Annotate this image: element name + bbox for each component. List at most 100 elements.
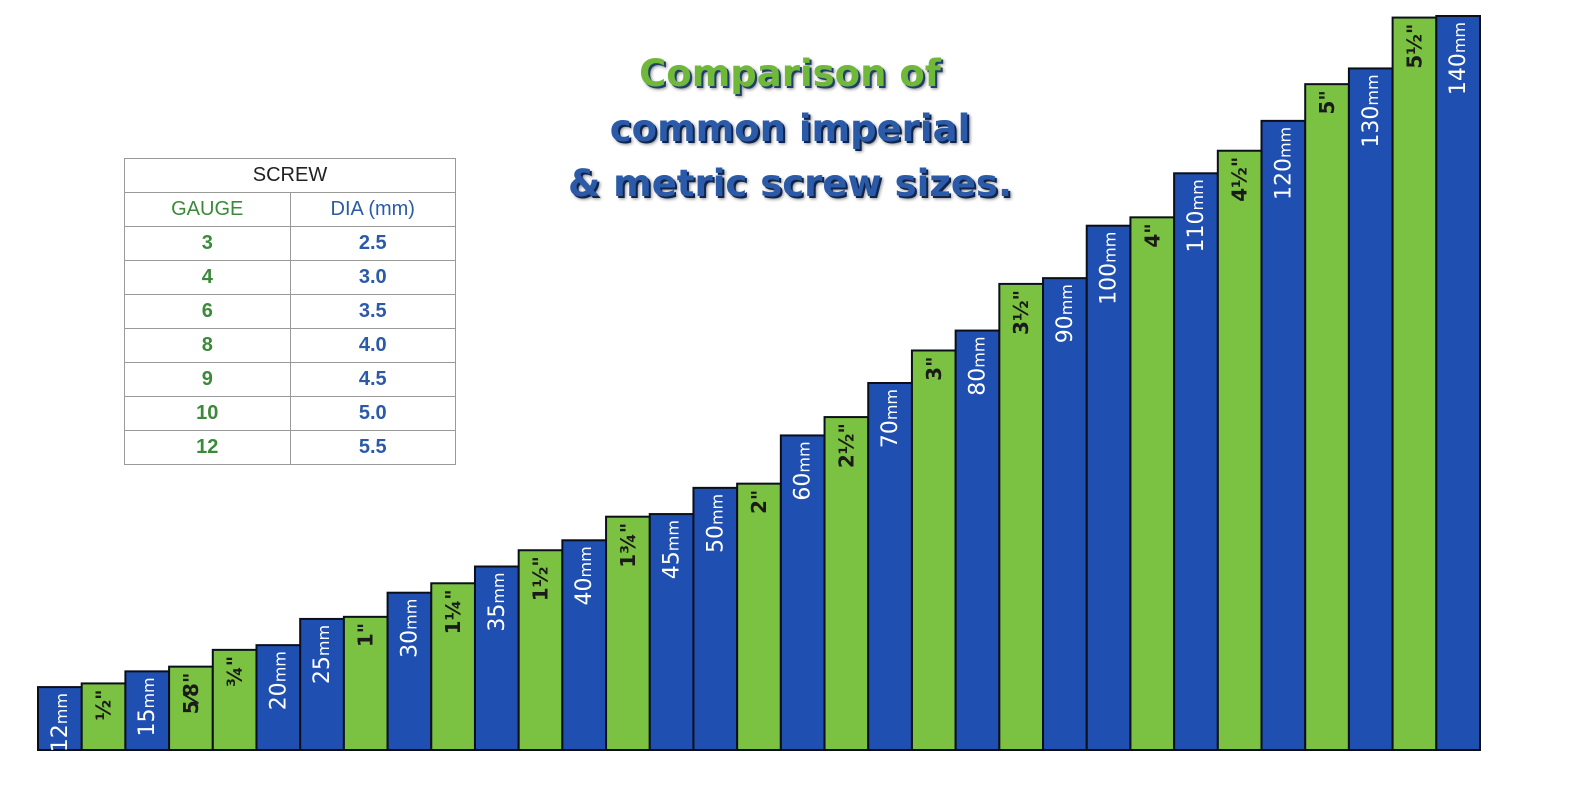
bar-label-number: 25 xyxy=(310,656,335,684)
metric-bar-group: 50mm xyxy=(692,486,739,751)
diameter-cell: 4.0 xyxy=(289,328,456,363)
metric-bar-group: 110mm xyxy=(1173,172,1219,752)
bar-label-number: 80 xyxy=(965,368,990,396)
bar-label: 70mm xyxy=(878,389,903,448)
bar-label-number: 70 xyxy=(878,420,903,448)
bar-label: 100mm xyxy=(1097,232,1122,305)
bar-label-number: 50 xyxy=(703,525,728,553)
bar-label: 140mm xyxy=(1446,22,1471,95)
bar-label: 90mm xyxy=(1053,284,1078,343)
bar-label-unit: mm xyxy=(664,520,683,551)
table-row: 3 2.5 xyxy=(124,226,456,261)
bar-label: 5½" xyxy=(1402,24,1426,69)
metric-bar-group: 80mm xyxy=(954,329,1001,751)
imperial-bar-group: 1¼" xyxy=(430,582,476,752)
bar-label: 2" xyxy=(747,490,771,514)
gauge-cell: 3 xyxy=(124,226,291,261)
bar-label: 3½" xyxy=(1009,290,1033,335)
table-row: 4 3.0 xyxy=(124,260,456,295)
metric-bar xyxy=(473,565,520,751)
bar-label-number: 100 xyxy=(1097,263,1122,305)
imperial-bar-group: 5" xyxy=(1304,83,1350,752)
table-header-row: SCREW xyxy=(124,158,456,193)
bar-label: 3" xyxy=(922,356,946,380)
imperial-bar-group: ¾" xyxy=(211,648,258,751)
bar-label-number: 140 xyxy=(1446,53,1471,95)
bar-label: 35mm xyxy=(485,573,510,632)
imperial-bar xyxy=(430,582,476,752)
bar-label-number: 45 xyxy=(660,551,685,579)
bar-label-unit: mm xyxy=(139,677,158,708)
bar-label-unit: mm xyxy=(707,494,726,525)
title-line-3: & metric screw sizes. xyxy=(568,162,1012,205)
table-row: 9 4.5 xyxy=(124,362,456,397)
bar-label: 60mm xyxy=(791,441,816,500)
bar-label: 4" xyxy=(1140,223,1164,247)
table-row: 12 5.5 xyxy=(124,430,456,465)
gauge-cell: 10 xyxy=(124,396,291,431)
title-line-2: common imperial xyxy=(609,107,971,150)
metric-bar xyxy=(1435,15,1482,751)
metric-bar-group: 120mm xyxy=(1260,119,1307,752)
bar-label-unit: mm xyxy=(1057,284,1076,315)
bar-label: 30mm xyxy=(397,599,422,658)
bar-label-unit: mm xyxy=(795,441,814,472)
imperial-bar-group: 3" xyxy=(910,349,957,751)
metric-bar-group: 15mm xyxy=(124,670,171,751)
bar-label: 50mm xyxy=(703,494,728,553)
bar-label-unit: mm xyxy=(576,546,595,577)
metric-bar-group: 70mm xyxy=(867,382,913,751)
metric-bar-group: 35mm xyxy=(473,565,520,751)
metric-bar-group: 40mm xyxy=(561,539,608,751)
metric-bar-group: 45mm xyxy=(648,513,695,751)
bar-label: ½" xyxy=(92,689,116,720)
bar-label-unit: mm xyxy=(314,625,333,656)
metric-bar-group: 20mm xyxy=(255,644,302,752)
bar-label-number: 35 xyxy=(485,604,510,632)
metric-bar xyxy=(1347,67,1394,752)
imperial-bar-group: 5½" xyxy=(1391,16,1438,751)
imperial-bar xyxy=(517,549,564,751)
gauge-cell: 12 xyxy=(124,430,291,465)
bar-label-unit: mm xyxy=(489,573,508,604)
gauge-cell: 4 xyxy=(124,260,291,295)
imperial-bar-group: 3½" xyxy=(998,282,1045,751)
bar-label-number: 60 xyxy=(791,473,816,501)
bar-label: 1¾" xyxy=(616,523,640,568)
bar-label: 12mm xyxy=(48,693,73,752)
bar-label-number: 30 xyxy=(397,630,422,658)
imperial-bar xyxy=(605,515,651,751)
diameter-cell: 4.5 xyxy=(289,362,456,397)
metric-bar xyxy=(1173,172,1219,752)
bar-label: 110mm xyxy=(1184,179,1209,252)
bar-label: 15mm xyxy=(135,677,160,736)
bar-label-unit: mm xyxy=(1101,232,1120,263)
table-title: SCREW xyxy=(124,158,456,193)
bar-label-number: 12 xyxy=(48,724,73,752)
metric-bar xyxy=(779,434,826,751)
bar-label-unit: mm xyxy=(270,651,289,682)
table-row: 10 5.0 xyxy=(124,396,456,431)
imperial-bar xyxy=(910,349,957,751)
metric-bar-group: 130mm xyxy=(1347,67,1394,752)
bar-label: ¾" xyxy=(223,656,247,687)
bar-label-number: 130 xyxy=(1359,106,1384,148)
bar-label: 1½" xyxy=(529,556,553,601)
bar-label-number: 15 xyxy=(135,709,160,737)
imperial-bar-group: 2½" xyxy=(823,416,870,751)
bar-label: 5⁄8" xyxy=(179,673,203,715)
bar-label-number: 40 xyxy=(572,577,597,605)
metric-bar-group: 60mm xyxy=(779,434,826,751)
bar-label-unit: mm xyxy=(1188,179,1207,210)
diameter-cell: 5.0 xyxy=(289,396,456,431)
imperial-bar xyxy=(823,416,870,751)
metric-bar-group: 90mm xyxy=(1042,277,1088,751)
bar-label-unit: mm xyxy=(52,693,71,724)
bar-label-unit: mm xyxy=(882,389,901,420)
metric-bar-group: 140mm xyxy=(1435,15,1482,751)
diameter-cell: 3.0 xyxy=(289,260,456,295)
metric-bar-group: 100mm xyxy=(1085,224,1132,751)
metric-bar xyxy=(954,329,1001,751)
imperial-bar xyxy=(1304,83,1350,752)
bar-label: 130mm xyxy=(1359,74,1384,147)
